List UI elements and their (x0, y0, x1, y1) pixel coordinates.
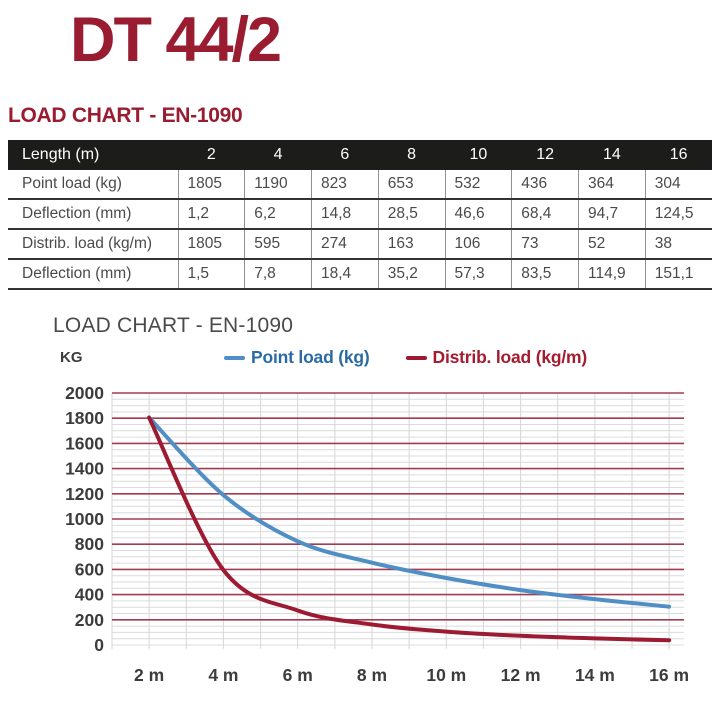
value-cell: 35,2 (377, 258, 445, 290)
row-label: Distrib. load (kg/m) (8, 228, 178, 259)
header-cell-length: 12 (536, 146, 555, 163)
point-load-line-swatch (224, 355, 245, 360)
y-tick-labels: 0 200 400 600 800 1000 1200 1400 1600 1800 2000 (65, 383, 104, 655)
x-tick-label: 16 m (649, 665, 689, 685)
table-row: Distrib. load (kg/m) 1805 595 274 163 106 73 52… (8, 228, 712, 259)
chart-legend: Point load (kg) Distrib. load (kg/m) (224, 347, 587, 368)
x-tick-label: 6 m (283, 665, 313, 685)
y-tick-label: 1800 (65, 408, 104, 428)
point-load-curve (147, 415, 672, 609)
value-cell: 38 (644, 228, 712, 259)
value-cell: 114,9 (578, 258, 646, 290)
y-tick-label: 400 (75, 585, 104, 605)
x-tick-label: 4 m (208, 665, 238, 685)
table-header-row: Length (m) 2 4 6 8 10 12 14 16 (8, 140, 712, 170)
y-tick-label: 1000 (65, 509, 104, 529)
value-cell: 106 (444, 228, 512, 259)
table-row: Point load (kg) 1805 1190 823 653 532 436 364 30… (8, 170, 712, 199)
y-gridlines-minor (112, 398, 684, 646)
value-cell: 1,2 (177, 198, 245, 229)
value-cell: 1190 (244, 170, 312, 199)
y-tick-label: 1600 (65, 433, 104, 453)
y-tick-label: 200 (75, 610, 104, 630)
value-cell: 151,1 (644, 258, 712, 290)
value-cell: 1805 (177, 228, 245, 259)
value-cell: 595 (244, 228, 312, 259)
value-cell: 46,6 (444, 198, 512, 229)
header-cell-length: 4 (273, 146, 283, 163)
y-axis-unit-label: KG (60, 349, 83, 366)
value-cell: 163 (377, 228, 445, 259)
legend-label-point-load: Point load (kg) (251, 347, 370, 367)
header-cell-length: 16 (669, 146, 688, 163)
value-cell: 364 (578, 170, 646, 199)
table-section-heading: LOAD CHART - EN-1090 (8, 104, 243, 127)
y-tick-label: 1200 (65, 484, 104, 504)
x-tick-labels: 2 m 4 m 6 m 8 m 10 m 12 m 14 m 16 m (134, 665, 689, 685)
distrib-load-curve (147, 415, 672, 643)
table-row: Deflection (mm) 1,5 7,8 18,4 35,2 57,3 83,5 114… (8, 258, 712, 290)
y-tick-label: 800 (75, 534, 104, 554)
x-tick-label: 14 m (575, 665, 615, 685)
value-cell: 83,5 (511, 258, 579, 290)
value-cell: 28,5 (377, 198, 445, 229)
row-label: Deflection (mm) (8, 198, 178, 229)
load-table: Length (m) 2 4 6 8 10 12 14 16 Point load (kg) 18… (8, 140, 712, 290)
y-tick-label: 600 (75, 559, 104, 579)
value-cell: 6,2 (244, 198, 312, 229)
header-cell-length: 14 (602, 146, 621, 163)
value-cell: 52 (578, 228, 646, 259)
row-label: Deflection (mm) (8, 258, 178, 290)
value-cell: 57,3 (444, 258, 512, 290)
chart-title: LOAD CHART - EN-1090 (53, 314, 294, 337)
value-cell: 823 (311, 170, 379, 199)
distrib-load-line-swatch (405, 355, 427, 360)
x-tick-label: 10 m (426, 665, 466, 685)
value-cell: 124,5 (644, 198, 712, 229)
value-cell: 304 (644, 170, 712, 199)
value-cell: 532 (444, 170, 512, 199)
value-cell: 1,5 (177, 258, 245, 290)
x-tick-label: 8 m (357, 665, 387, 685)
load-chart-plot: 0 200 400 600 800 1000 1200 1400 1600 1800 2000 2 m… (65, 383, 689, 685)
x-tick-label: 12 m (501, 665, 541, 685)
value-cell: 7,8 (244, 258, 312, 290)
header-cell-label: Length (m) (22, 146, 100, 163)
value-cell: 94,7 (578, 198, 646, 229)
value-cell: 14,8 (311, 198, 379, 229)
table-row: Deflection (mm) 1,2 6,2 14,8 28,5 46,6 68,4 94,… (8, 198, 712, 229)
value-cell: 274 (311, 228, 379, 259)
value-cell: 18,4 (311, 258, 379, 290)
header-cell-length: 2 (206, 146, 216, 163)
value-cell: 68,4 (511, 198, 579, 229)
value-cell: 73 (511, 228, 579, 259)
header-cell-length: 8 (407, 146, 417, 163)
legend-item-distrib-load: Distrib. load (kg/m) (405, 347, 588, 368)
value-cell: 653 (377, 170, 445, 199)
value-cell: 1805 (177, 170, 245, 199)
y-tick-label: 0 (94, 635, 104, 655)
value-cell: 436 (511, 170, 579, 199)
y-tick-label: 1400 (65, 459, 104, 479)
y-tick-label: 2000 (65, 383, 104, 403)
x-tick-label: 2 m (134, 665, 164, 685)
row-label: Point load (kg) (22, 175, 122, 192)
legend-item-point-load: Point load (kg) (224, 347, 370, 368)
legend-label-distrib-load: Distrib. load (kg/m) (432, 347, 588, 367)
header-cell-length: 6 (340, 146, 350, 163)
page-title: DT 44/2 (70, 5, 282, 75)
header-cell-length: 10 (469, 146, 488, 163)
